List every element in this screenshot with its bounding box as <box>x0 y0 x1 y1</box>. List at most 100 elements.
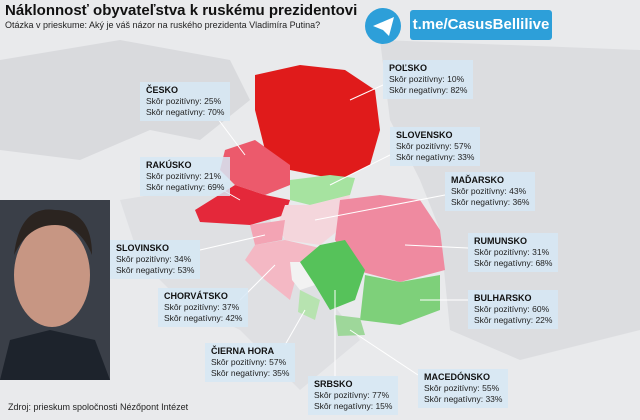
positive-line: Skôr pozitívny: 55% <box>424 383 502 394</box>
country-name: POĽSKO <box>389 63 428 73</box>
negative-label: Skôr negatívny: <box>396 152 456 162</box>
positive-line: Skôr pozitívny: 34% <box>116 254 194 265</box>
positive-label: Skôr pozitívny: <box>116 254 172 264</box>
subtitle: Otázka v prieskume: Aký je váš názor na … <box>5 20 321 30</box>
positive-label: Skôr pozitívny: <box>146 96 202 106</box>
country-name: MACEDÓNSKO <box>424 372 491 382</box>
negative-label: Skôr negatívny: <box>474 315 534 325</box>
country-box: RAKÚSKO Skôr pozitívny: 21% Skôr negatívny… <box>140 157 231 196</box>
negative-label: Skôr negatívny: <box>146 182 206 192</box>
country-box: BULHARSKO Skôr pozitívny: 60% Skôr negatív… <box>468 290 559 329</box>
positive-value: 21% <box>204 171 222 181</box>
negative-value: 42% <box>225 313 243 323</box>
title: Náklonnosť obyvateľstva k ruskému prezid… <box>5 2 358 19</box>
channel-link[interactable]: t.me/CasusBellilive <box>410 10 552 40</box>
positive-value: 25% <box>204 96 222 106</box>
negative-line: Skôr negatívny: 68% <box>474 258 552 269</box>
negative-value: 35% <box>272 368 290 378</box>
country-box: POĽSKO Skôr pozitívny: 10% Skôr negatívny:… <box>383 60 474 99</box>
romania <box>335 195 445 282</box>
positive-label: Skôr pozitívny: <box>146 171 202 181</box>
positive-value: 60% <box>532 304 550 314</box>
face <box>14 223 90 327</box>
positive-label: Skôr pozitívny: <box>474 304 530 314</box>
positive-line: Skôr pozitívny: 57% <box>211 357 289 368</box>
negative-value: 33% <box>457 152 475 162</box>
country-name: SLOVINSKO <box>116 243 170 253</box>
negative-line: Skôr negatívny: 42% <box>164 313 242 324</box>
leader-line <box>349 84 384 101</box>
leader-line <box>404 244 469 249</box>
positive-value: 57% <box>269 357 287 367</box>
negative-value: 15% <box>375 401 393 411</box>
photo <box>0 200 110 380</box>
croatia <box>245 240 320 300</box>
positive-line: Skôr pozitívny: 77% <box>314 390 392 401</box>
negative-line: Skôr negatívny: 36% <box>451 197 529 208</box>
positive-value: 43% <box>509 186 527 196</box>
czechia <box>220 140 290 195</box>
positive-label: Skôr pozitívny: <box>164 302 220 312</box>
negative-value: 82% <box>450 85 468 95</box>
leader-line <box>199 234 266 251</box>
negative-label: Skôr negatívny: <box>451 197 511 207</box>
negative-value: 36% <box>512 197 530 207</box>
positive-label: Skôr pozitívny: <box>474 247 530 257</box>
leader-line <box>214 114 246 156</box>
country-box: MAĎARSKO Skôr pozitívny: 43% Skôr negatívn… <box>445 172 536 211</box>
negative-line: Skôr negatívny: 33% <box>424 394 502 405</box>
positive-value: 55% <box>482 383 500 393</box>
negative-line: Skôr negatívny: 33% <box>396 152 474 163</box>
negative-label: Skôr negatívny: <box>164 313 224 323</box>
country-box: SLOVENSKO Skôr pozitívny: 57% Skôr negatív… <box>390 127 481 166</box>
country-box: MACEDÓNSKO Skôr pozitívny: 55% Skôr negatí… <box>418 369 509 408</box>
negative-value: 22% <box>535 315 553 325</box>
positive-value: 31% <box>532 247 550 257</box>
leader-line <box>329 154 391 186</box>
country-box: ČIERNA HORA Skôr pozitívny: 57% Skôr negat… <box>205 343 296 382</box>
country-box: CHORVÁTSKO Skôr pozitívny: 37% Skôr negatí… <box>158 288 249 327</box>
positive-value: 77% <box>372 390 390 400</box>
austria <box>195 185 290 225</box>
negative-line: Skôr negatívny: 70% <box>146 107 224 118</box>
source: Zdroj: prieskum spoločnosti Nézőpont Int… <box>8 402 189 412</box>
country-box: SLOVINSKO Skôr pozitívny: 34% Skôr negatív… <box>110 240 201 279</box>
negative-line: Skôr negatívny: 82% <box>389 85 467 96</box>
leader-line <box>349 329 419 376</box>
positive-line: Skôr pozitívny: 25% <box>146 96 224 107</box>
positive-value: 10% <box>447 74 465 84</box>
poland <box>255 65 380 180</box>
negative-value: 53% <box>177 265 195 275</box>
country-name: RAKÚSKO <box>146 160 192 170</box>
macedonia <box>335 315 365 336</box>
country-box: RUMUNSKO Skôr pozitívny: 31% Skôr negatívn… <box>468 233 559 272</box>
land <box>0 40 250 160</box>
serbia <box>300 240 365 310</box>
positive-line: Skôr pozitívny: 21% <box>146 171 224 182</box>
country-name: RUMUNSKO <box>474 236 527 246</box>
negative-value: 70% <box>207 107 225 117</box>
positive-line: Skôr pozitívny: 31% <box>474 247 552 258</box>
country-box: ČESKO Skôr pozitívny: 25% Skôr negatívny: … <box>140 82 231 121</box>
leader-line <box>284 309 306 346</box>
negative-line: Skôr negatívny: 35% <box>211 368 289 379</box>
negative-label: Skôr negatívny: <box>314 401 374 411</box>
suit <box>0 330 110 380</box>
country-name: BULHARSKO <box>474 293 532 303</box>
bulgaria <box>360 275 440 325</box>
country-box: SRBSKO Skôr pozitívny: 77% Skôr negatívny:… <box>308 376 399 415</box>
leader-lines <box>199 84 469 376</box>
land <box>120 180 360 390</box>
positive-value: 37% <box>222 302 240 312</box>
negative-line: Skôr negatívny: 69% <box>146 182 224 193</box>
positive-line: Skôr pozitívny: 57% <box>396 141 474 152</box>
negative-label: Skôr negatívny: <box>211 368 271 378</box>
slovakia <box>290 175 355 205</box>
negative-line: Skôr negatívny: 22% <box>474 315 552 326</box>
country-name: ČESKO <box>146 85 179 95</box>
country-name: CHORVÁTSKO <box>164 291 228 301</box>
